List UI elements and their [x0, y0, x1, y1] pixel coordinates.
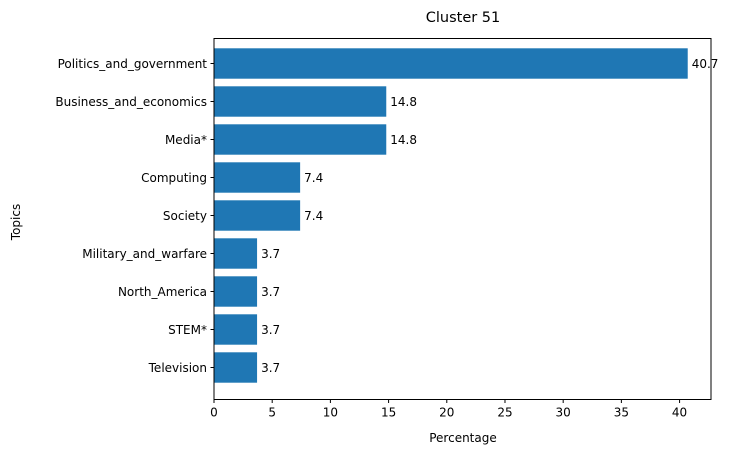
bar-value-label: 14.8: [390, 95, 417, 109]
x-tick-label: 35: [614, 406, 629, 420]
chart-title: Cluster 51: [426, 10, 501, 26]
bar-computing: [214, 162, 301, 193]
x-tick-label: 10: [323, 406, 338, 420]
y-tick-label: Media*: [165, 133, 207, 147]
y-tick-label: Business_and_economics: [55, 95, 207, 109]
value-labels-layer: 40.7 14.8 14.8 7.4 7.4 3.7 3.7 3.7 3.7: [261, 57, 718, 375]
x-tick-label: 5: [268, 406, 276, 420]
x-tick-label: 0: [210, 406, 218, 420]
bar-value-label: 40.7: [692, 57, 719, 71]
x-axis-label: Percentage: [429, 431, 497, 445]
bar-value-label: 3.7: [261, 247, 280, 261]
bar-value-label: 3.7: [261, 285, 280, 299]
bar-military-and-warfare: [214, 238, 258, 269]
bar-politics-and-government: [214, 48, 688, 79]
bar-stem: [214, 314, 258, 345]
y-axis-label: Topics: [9, 204, 23, 241]
x-tick-label: 25: [497, 406, 512, 420]
bar-media: [214, 124, 387, 155]
x-tick-label: 20: [439, 406, 454, 420]
bar-value-label: 3.7: [261, 361, 280, 375]
bar-value-label: 14.8: [390, 133, 417, 147]
x-tick-label: 40: [672, 406, 687, 420]
bar-north-america: [214, 276, 258, 307]
bar-business-and-economics: [214, 86, 387, 117]
y-tick-label: Television: [148, 361, 207, 375]
x-tick-label: 30: [556, 406, 571, 420]
y-tick-label: Computing: [141, 171, 207, 185]
x-axis: 0 5 10 15 20 25 30 35 40: [210, 399, 687, 420]
plot-frame: [213, 38, 712, 400]
y-tick-label: Society: [163, 209, 207, 223]
bars-layer: [214, 48, 688, 383]
y-tick-label: STEM*: [168, 323, 207, 337]
bar-television: [214, 352, 258, 383]
bar-value-label: 7.4: [304, 171, 323, 185]
y-tick-label: Politics_and_government: [58, 57, 208, 71]
bar-society: [214, 200, 301, 231]
y-tick-label: North_America: [118, 285, 207, 299]
y-tick-label: Military_and_warfare: [82, 247, 207, 261]
x-tick-label: 15: [381, 406, 396, 420]
bar-value-label: 3.7: [261, 323, 280, 337]
y-axis: Politics_and_government Business_and_econ…: [55, 57, 214, 375]
bar-value-label: 7.4: [304, 209, 323, 223]
